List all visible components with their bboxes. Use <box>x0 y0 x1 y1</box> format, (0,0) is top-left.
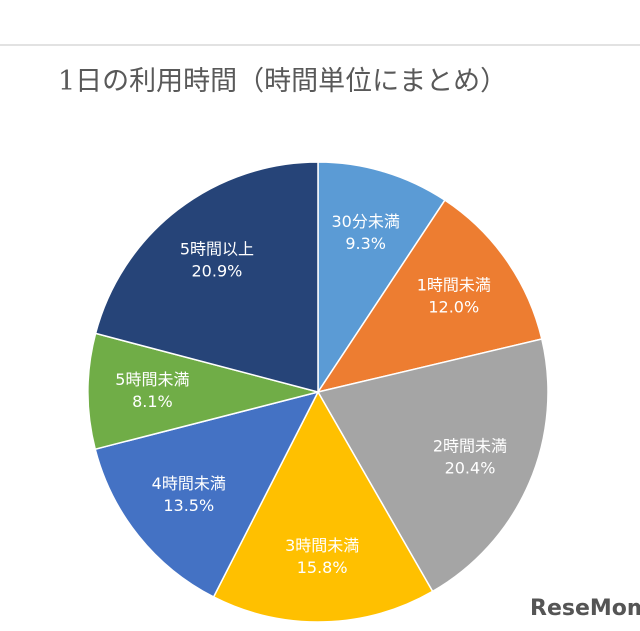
slice-value-label: 8.1% <box>132 392 173 411</box>
slice-label: 2時間未満 <box>433 436 507 455</box>
slice-label: 4時間未満 <box>152 474 226 493</box>
pie-slice <box>316 338 549 593</box>
slice-label: 5時間以上 <box>180 239 254 258</box>
pie-slice <box>94 161 319 393</box>
slice-label: 1時間未満 <box>417 276 491 295</box>
slice-value-label: 12.0% <box>428 298 479 317</box>
pie-slice <box>317 161 446 395</box>
pie-slice <box>212 390 434 623</box>
pie-slice <box>87 332 321 451</box>
slice-label: 30分未満 <box>332 212 400 231</box>
slice-label: 5時間未満 <box>115 370 189 389</box>
slice-value-label: 9.3% <box>345 234 386 253</box>
pie-slice <box>316 199 543 394</box>
pie-slice <box>94 390 320 598</box>
chart-title: 1日の利用時間（時間単位にまとめ） <box>58 66 507 97</box>
watermark: ReseMom <box>530 596 640 621</box>
slice-label: 3時間未満 <box>285 536 359 555</box>
slice-value-label: 15.8% <box>297 558 348 577</box>
slice-value-label: 20.4% <box>445 458 496 477</box>
slice-value-label: 13.5% <box>163 496 214 515</box>
slice-value-label: 20.9% <box>192 261 243 280</box>
